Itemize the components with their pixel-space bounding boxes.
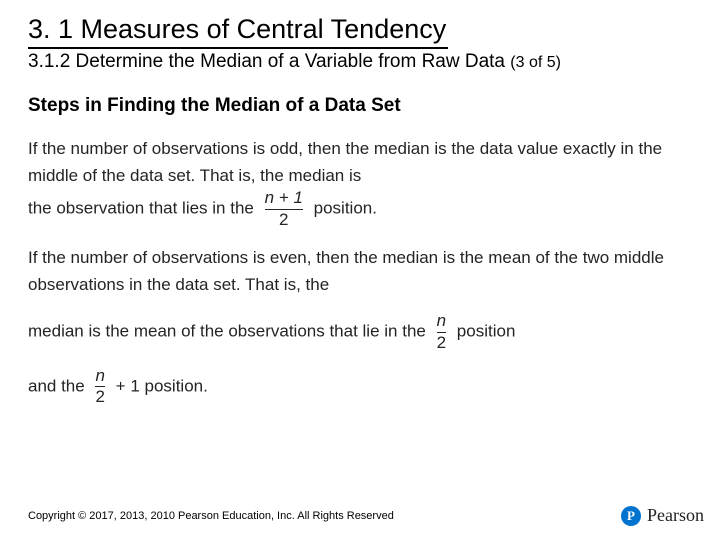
fraction-even-a-den: 2 — [437, 334, 446, 353]
para2-text: If the number of observations is even, t… — [28, 248, 664, 294]
para4-plus: + 1 — [116, 376, 140, 395]
para3-a: median is the mean of the observations t… — [28, 322, 426, 341]
subtitle-row: 3.1.2 Determine the Median of a Variable… — [28, 51, 692, 73]
para3-b: position — [457, 322, 516, 341]
pearson-logo-icon: P — [621, 506, 641, 526]
fraction-odd: n + 1 2 — [263, 189, 305, 229]
steps-heading: Steps in Finding the Median of a Data Se… — [28, 95, 692, 117]
para1-line1: If the number of observations is odd, th… — [28, 139, 662, 185]
brand: P Pearson — [621, 505, 704, 526]
copyright-text: Copyright © 2017, 2013, 2010 Pearson Edu… — [28, 510, 394, 522]
fraction-even-a: n 2 — [435, 312, 448, 352]
paragraph-even-3: and the n 2 + 1 position. — [28, 367, 692, 407]
fraction-even-b: n 2 — [93, 367, 106, 407]
para1-line3: position. — [314, 199, 377, 218]
para1-line2: the observation that lies in the — [28, 199, 254, 218]
body-content: If the number of observations is odd, th… — [28, 135, 692, 407]
para4-b: position. — [145, 376, 208, 395]
page-indicator: (3 of 5) — [510, 54, 561, 71]
footer: Copyright © 2017, 2013, 2010 Pearson Edu… — [28, 505, 704, 526]
fraction-even-a-num: n — [437, 312, 446, 331]
fraction-odd-den: 2 — [265, 211, 303, 230]
page-title: 3. 1 Measures of Central Tendency — [28, 14, 448, 49]
paragraph-odd: If the number of observations is odd, th… — [28, 135, 692, 230]
paragraph-even-1: If the number of observations is even, t… — [28, 244, 692, 298]
paragraph-even-2: median is the mean of the observations t… — [28, 312, 692, 352]
para4-a: and the — [28, 376, 85, 395]
brand-name: Pearson — [647, 505, 704, 526]
fraction-odd-num: n + 1 — [265, 189, 303, 208]
subtitle-text: 3.1.2 Determine the Median of a Variable… — [28, 51, 505, 72]
fraction-even-b-num: n — [95, 367, 104, 386]
fraction-even-b-den: 2 — [95, 388, 104, 407]
